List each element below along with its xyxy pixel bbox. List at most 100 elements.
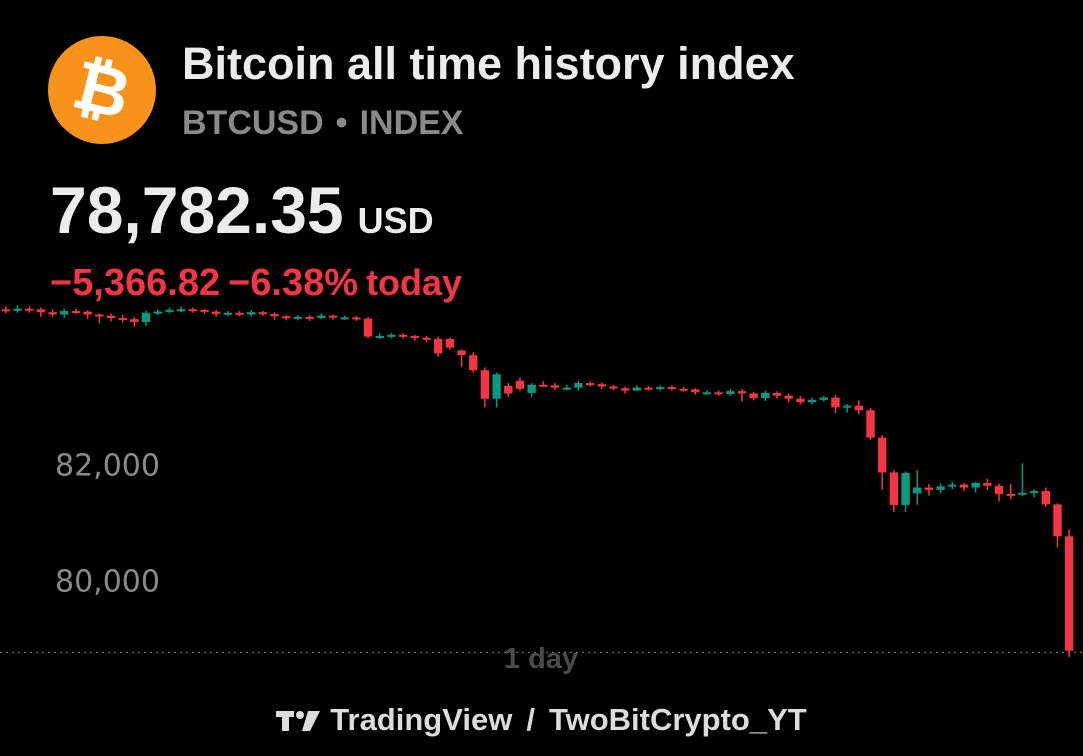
- candle-body: [352, 317, 361, 320]
- candle[interactable]: [270, 312, 279, 320]
- candle[interactable]: [959, 482, 969, 492]
- candle[interactable]: [539, 381, 548, 388]
- candle[interactable]: [387, 333, 396, 339]
- candle[interactable]: [515, 377, 525, 392]
- footer-author[interactable]: TwoBitCrypto_YT: [548, 702, 807, 737]
- candle[interactable]: [842, 403, 852, 413]
- candle[interactable]: [118, 315, 127, 323]
- candle[interactable]: [223, 311, 233, 317]
- candle[interactable]: [235, 311, 244, 317]
- candle[interactable]: [761, 390, 770, 402]
- candle[interactable]: [562, 384, 571, 390]
- candle[interactable]: [737, 388, 747, 402]
- candle[interactable]: [469, 352, 478, 373]
- candle[interactable]: [375, 333, 384, 339]
- candle[interactable]: [983, 478, 992, 490]
- candle[interactable]: [866, 408, 875, 440]
- candle[interactable]: [1053, 503, 1062, 548]
- candle[interactable]: [48, 309, 57, 317]
- candle[interactable]: [282, 314, 291, 321]
- candle[interactable]: [363, 316, 373, 339]
- candle[interactable]: [913, 470, 922, 505]
- candle[interactable]: [13, 305, 22, 313]
- candle[interactable]: [796, 395, 805, 405]
- interval-label[interactable]: 1 day: [504, 643, 578, 675]
- candle[interactable]: [948, 481, 957, 490]
- candle[interactable]: [807, 397, 817, 405]
- candle[interactable]: [620, 386, 630, 394]
- candle[interactable]: [328, 314, 338, 320]
- candle[interactable]: [457, 349, 466, 367]
- candle-body: [515, 380, 525, 389]
- candle[interactable]: [83, 310, 92, 320]
- candle[interactable]: [1, 306, 11, 314]
- candle[interactable]: [994, 483, 1004, 502]
- candle[interactable]: [317, 313, 326, 320]
- candle[interactable]: [784, 393, 793, 403]
- candle-body: [445, 338, 455, 348]
- candle[interactable]: [258, 311, 268, 316]
- candle[interactable]: [1041, 487, 1050, 507]
- candle[interactable]: [772, 391, 782, 399]
- candle[interactable]: [36, 307, 46, 317]
- candle[interactable]: [585, 381, 595, 387]
- candle[interactable]: [305, 315, 314, 321]
- candle[interactable]: [480, 367, 490, 408]
- candle[interactable]: [936, 483, 945, 494]
- candle[interactable]: [398, 333, 408, 339]
- candle[interactable]: [1006, 484, 1015, 500]
- candle[interactable]: [60, 308, 69, 318]
- candle[interactable]: [1018, 463, 1027, 497]
- candle[interactable]: [679, 387, 688, 392]
- candle[interactable]: [200, 308, 209, 314]
- symbol-ticker: BTCUSD: [182, 104, 324, 142]
- candle[interactable]: [25, 306, 34, 313]
- candle[interactable]: [854, 400, 864, 415]
- candle[interactable]: [165, 307, 174, 314]
- candle[interactable]: [153, 309, 162, 316]
- candle[interactable]: [655, 385, 665, 391]
- candle[interactable]: [597, 382, 606, 389]
- candle[interactable]: [889, 470, 899, 512]
- candle[interactable]: [644, 385, 653, 391]
- candle[interactable]: [632, 385, 642, 392]
- candle[interactable]: [95, 313, 104, 324]
- candlestick-chart[interactable]: 82,000 80,000 1 day: [0, 0, 1083, 700]
- candle[interactable]: [433, 336, 443, 357]
- candle[interactable]: [71, 308, 81, 314]
- candle[interactable]: [176, 306, 186, 313]
- candle[interactable]: [726, 388, 735, 396]
- candle[interactable]: [504, 383, 513, 397]
- candle[interactable]: [609, 384, 618, 391]
- candle[interactable]: [211, 309, 221, 317]
- candle[interactable]: [445, 337, 455, 350]
- candle[interactable]: [691, 388, 700, 395]
- candle[interactable]: [702, 390, 712, 395]
- footer-brand[interactable]: TradingView: [330, 702, 513, 737]
- candle[interactable]: [492, 372, 501, 408]
- candle[interactable]: [831, 395, 840, 414]
- candle[interactable]: [1064, 529, 1074, 658]
- candle[interactable]: [422, 336, 431, 342]
- candle[interactable]: [901, 471, 910, 512]
- candle[interactable]: [527, 383, 536, 397]
- candle[interactable]: [410, 334, 420, 341]
- candle[interactable]: [749, 391, 758, 401]
- candle[interactable]: [1029, 489, 1039, 498]
- candle[interactable]: [293, 315, 303, 321]
- candle[interactable]: [141, 310, 151, 327]
- candle[interactable]: [188, 307, 198, 313]
- candle[interactable]: [819, 395, 828, 402]
- candle[interactable]: [924, 484, 934, 496]
- candle[interactable]: [574, 380, 583, 391]
- candle[interactable]: [352, 315, 361, 321]
- candle[interactable]: [247, 309, 256, 317]
- candle[interactable]: [877, 435, 887, 490]
- candle[interactable]: [550, 383, 560, 390]
- candle[interactable]: [340, 315, 349, 320]
- candle[interactable]: [971, 481, 980, 493]
- candle[interactable]: [106, 313, 116, 322]
- candle[interactable]: [667, 385, 677, 391]
- candle[interactable]: [714, 390, 723, 396]
- candle[interactable]: [130, 316, 139, 327]
